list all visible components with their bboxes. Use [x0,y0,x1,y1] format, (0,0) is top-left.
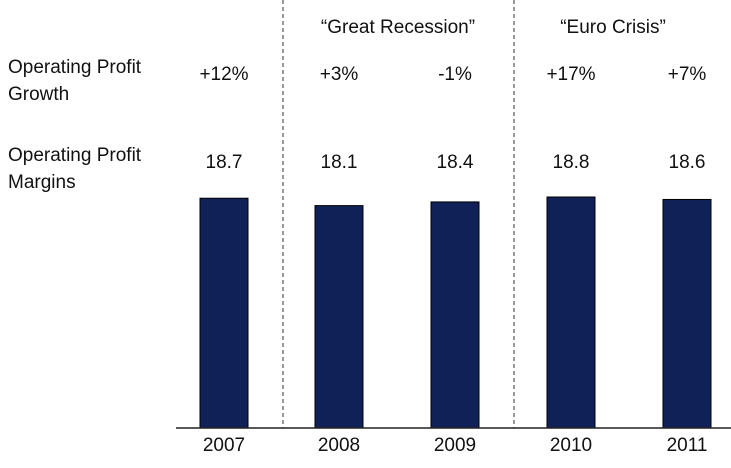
period-labels: “Great Recession” “Euro Crisis” [321,17,666,38]
bar-2007 [199,197,249,429]
margin-label-2010: 18.8 [553,152,590,173]
growth-row-label-line-2: Growth [8,84,69,105]
growth-label-2008: +3% [320,64,359,85]
margins-row-label-line-1: Operating Profit [8,145,142,166]
x-tick-2010: 2010 [550,435,592,456]
margin-label-2007: 18.7 [206,152,243,173]
x-tick-2008: 2008 [318,435,360,456]
growth-labels: +12% +3% -1% +17% +7% [199,64,706,85]
growth-label-2009: -1% [438,64,472,85]
margin-label-2009: 18.4 [437,152,474,173]
margin-label-2008: 18.1 [321,152,358,173]
bar-2009 [430,201,480,429]
bar-2010 [546,196,596,429]
growth-label-2007: +12% [199,64,248,85]
margin-label-2011: 18.6 [669,152,706,173]
euro-crisis-label: “Euro Crisis” [560,17,666,38]
great-recession-label: “Great Recession” [321,17,475,38]
margin-value-labels: 18.7 18.1 18.4 18.8 18.6 [206,152,706,173]
bars [199,196,712,429]
growth-row-label-line-1: Operating Profit [8,57,142,78]
period-dividers [282,0,515,428]
row-labels: Operating Profit Growth Operating Profit… [8,57,142,193]
x-axis-tick-labels: 2007 2008 2009 2010 2011 [203,435,708,456]
growth-label-2010: +17% [546,64,595,85]
bar-2008 [314,205,364,429]
x-tick-2011: 2011 [667,435,708,456]
bar-2011 [662,198,712,429]
x-tick-2007: 2007 [203,435,245,456]
margins-row-label-line-2: Margins [8,172,76,193]
growth-label-2011: +7% [668,64,707,85]
x-tick-2009: 2009 [434,435,476,456]
